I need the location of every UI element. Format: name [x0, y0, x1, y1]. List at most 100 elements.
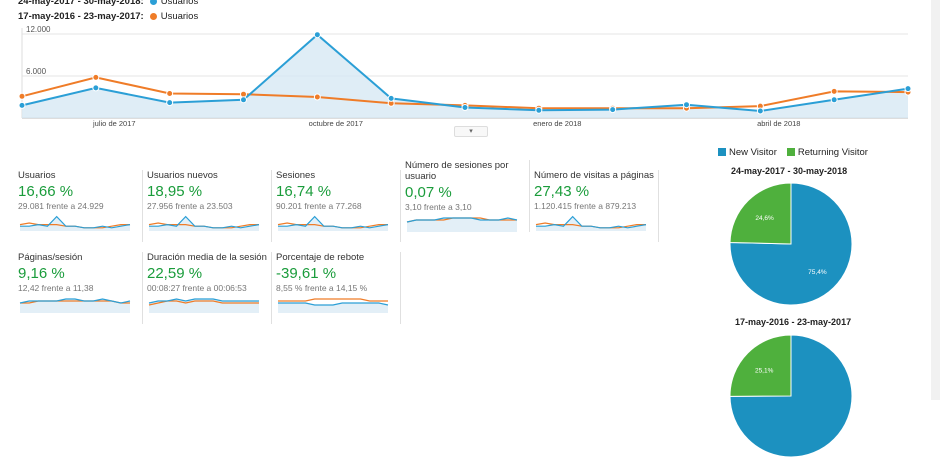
- sparkline-area: [20, 299, 130, 313]
- data-point-current[interactable]: [92, 84, 100, 92]
- sparkline-current: [149, 215, 260, 229]
- metric-label: Número de sesiones por usuario: [405, 160, 509, 182]
- metric-sparkline: [148, 298, 259, 313]
- pie-title-current: 24-may-2017 - 30-may-2018: [731, 166, 848, 176]
- metric-tile[interactable]: Duración media de la sesión 22,59 % 00:08:…: [147, 252, 272, 324]
- sparkline-current: [278, 302, 389, 306]
- metric-change-value: 16,66 %: [18, 183, 74, 200]
- data-point-current[interactable]: [387, 94, 395, 102]
- pie-legend-new-visitor[interactable]: New Visitor: [718, 147, 777, 158]
- data-point-previous[interactable]: [18, 92, 26, 100]
- data-point-current[interactable]: [18, 101, 26, 109]
- metric-label: Sesiones: [276, 170, 316, 181]
- data-point-previous[interactable]: [166, 90, 174, 97]
- metric-sparkline: [535, 215, 647, 231]
- metric-tile[interactable]: Número de sesiones por usuario 0,07 % 3,10…: [405, 160, 530, 232]
- legend-range: 24-may-2017 - 30-may-2018:: [18, 0, 144, 7]
- metric-comparison: 00:08:27 frente a 00:06:53: [147, 283, 247, 293]
- data-point-current[interactable]: [830, 96, 838, 104]
- metric-change-value: 22,59 %: [147, 265, 203, 282]
- metric-change-value: -39,61 %: [276, 265, 337, 282]
- pie-slice-label: 24,6%: [755, 215, 774, 222]
- data-point-previous[interactable]: [830, 87, 838, 95]
- users-timeline-chart[interactable]: 12.000 6.000 julio de 2017 octubre de 2017 e…: [0, 20, 930, 130]
- metric-change-value: 0,07 %: [405, 184, 452, 201]
- pie-legend: New Visitor Returning Visitor: [718, 147, 868, 158]
- chevron-down-icon: ▾: [469, 128, 473, 135]
- legend-dot: [149, 13, 157, 20]
- y-tick-label: 12.000: [26, 25, 51, 34]
- data-point-current[interactable]: [313, 31, 321, 39]
- metric-tile[interactable]: Usuarios nuevos 18,95 % 27.956 frente a 23…: [147, 170, 272, 242]
- series-area-current: [22, 34, 908, 119]
- data-point-current[interactable]: [904, 85, 912, 93]
- sparkline-area: [407, 218, 517, 232]
- sparkline-previous: [278, 298, 388, 302]
- chart-legend: 24-may-2017 - 30-may-2018: Usuarios 17-m…: [18, 0, 198, 24]
- pie-slice-returning-visitor[interactable]: [729, 334, 792, 397]
- data-point-previous[interactable]: [240, 90, 247, 98]
- metric-comparison: 1.120.415 frente a 879.213: [534, 201, 637, 211]
- metric-tile[interactable]: Usuarios 16,66 % 29.081 frente a 24.929: [18, 170, 143, 242]
- legend-row-current[interactable]: 24-may-2017 - 30-may-2018: Usuarios: [18, 0, 198, 9]
- metric-tile[interactable]: Número de visitas a páginas 27,43 % 1.120.…: [534, 170, 659, 242]
- metric-comparison: 27.956 frente a 23.503: [147, 201, 233, 211]
- metric-tile[interactable]: Sesiones 16,74 % 90.201 frente a 77.268: [276, 170, 401, 242]
- data-point-current[interactable]: [166, 99, 174, 107]
- metric-comparison: 3,10 frente a 3,10: [405, 202, 472, 212]
- metric-change-value: 9,16 %: [18, 265, 65, 282]
- metric-label: Usuarios nuevos: [147, 170, 218, 181]
- metric-sparkline: [19, 298, 131, 313]
- pie-chart-current[interactable]: 75,4% 24,6%: [725, 178, 857, 310]
- metric-tile[interactable]: Porcentaje de rebote -39,61 % 8,55 % frent…: [276, 252, 401, 324]
- data-point-current[interactable]: [756, 107, 764, 115]
- pie-legend-returning-visitor[interactable]: Returning Visitor: [786, 147, 868, 158]
- sparkline-current: [406, 217, 518, 223]
- metric-sparkline: [19, 215, 131, 231]
- legend-dot: [149, 0, 157, 5]
- x-tick-label: julio de 2017: [92, 119, 136, 128]
- legend-row-previous[interactable]: 17-may-2016 - 23-may-2017: Usuarios: [18, 9, 198, 24]
- expand-chart-handle[interactable]: ▾: [454, 126, 488, 137]
- pie-slice-label: 25,1%: [755, 367, 774, 374]
- data-point-current[interactable]: [683, 101, 690, 109]
- metric-comparison: 8,55 % frente a 14,15 %: [276, 283, 368, 293]
- data-point-current[interactable]: [240, 96, 247, 104]
- metric-change-value: 16,74 %: [276, 183, 332, 200]
- series-line-current: [21, 33, 909, 113]
- x-tick-label: enero de 2018: [533, 119, 581, 128]
- metric-sparkline: [406, 217, 518, 232]
- metric-label: Usuarios: [18, 170, 56, 181]
- data-point-previous[interactable]: [92, 73, 100, 81]
- metric-comparison: 12,42 frente a 11,38: [18, 283, 94, 293]
- scrollbar[interactable]: [931, 0, 940, 400]
- metric-label: Porcentaje de rebote: [276, 252, 365, 263]
- pie-legend-label: New Visitor: [729, 147, 777, 158]
- metric-tile[interactable]: Páginas/sesión 9,16 % 12,42 frente a 11,38: [18, 252, 143, 324]
- pie-legend-swatch: [718, 148, 726, 156]
- sparkline-current: [19, 298, 131, 304]
- metric-label: Número de visitas a páginas: [534, 170, 654, 181]
- legend-series-label: Usuarios: [160, 0, 199, 7]
- pie-legend-label: Returning Visitor: [797, 147, 868, 158]
- x-tick-label: abril de 2018: [757, 119, 800, 128]
- pie-title-previous: 17-may-2016 - 23-may-2017: [735, 317, 852, 327]
- metric-change-value: 18,95 %: [147, 183, 203, 200]
- sparkline-current: [148, 298, 259, 304]
- metric-sparkline: [278, 298, 389, 313]
- data-point-previous[interactable]: [313, 93, 321, 101]
- pie-legend-swatch: [786, 148, 795, 156]
- data-point-current[interactable]: [535, 106, 543, 114]
- data-point-current[interactable]: [461, 104, 469, 111]
- metric-comparison: 29.081 frente a 24.929: [18, 201, 104, 211]
- data-point-current[interactable]: [609, 106, 617, 114]
- pie-chart-previous[interactable]: 25,1%: [725, 330, 857, 462]
- sparkline-current: [536, 215, 647, 229]
- sparkline-current: [20, 215, 131, 229]
- metric-change-value: 27,43 %: [534, 183, 590, 200]
- sparkline-current: [278, 215, 389, 229]
- metric-label: Páginas/sesión: [18, 252, 83, 263]
- pie-slice-returning-visitor[interactable]: [729, 182, 792, 245]
- metric-sparkline: [148, 215, 260, 231]
- sparkline-area: [278, 303, 388, 313]
